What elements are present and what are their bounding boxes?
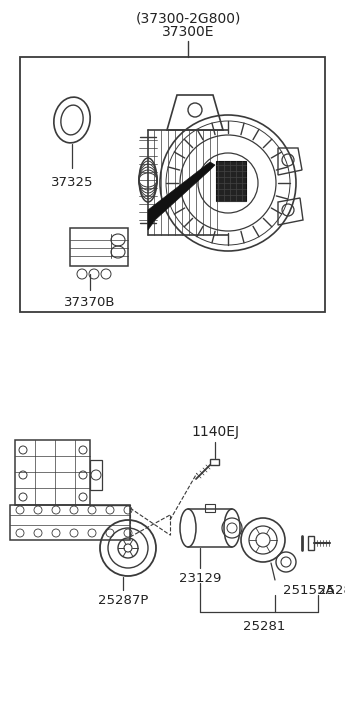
Text: (37300-2G800): (37300-2G800) bbox=[135, 11, 241, 25]
Text: 37370B: 37370B bbox=[64, 295, 116, 308]
Bar bbox=[15, 440, 90, 505]
Text: 37325: 37325 bbox=[51, 175, 93, 188]
Text: 37300E: 37300E bbox=[162, 25, 214, 39]
Text: 25289: 25289 bbox=[318, 584, 345, 596]
Bar bbox=[90, 460, 102, 490]
Polygon shape bbox=[216, 161, 246, 201]
Text: 23129: 23129 bbox=[179, 571, 221, 585]
Text: 25155A: 25155A bbox=[283, 584, 335, 596]
Text: 1140EJ: 1140EJ bbox=[191, 425, 239, 439]
Polygon shape bbox=[148, 162, 215, 230]
Bar bbox=[70, 228, 128, 266]
Bar bbox=[210, 459, 219, 465]
Bar bbox=[10, 505, 130, 540]
Bar bbox=[20, 57, 325, 312]
Bar bbox=[205, 504, 215, 512]
Text: 25287P: 25287P bbox=[98, 593, 148, 606]
Bar bbox=[308, 536, 314, 550]
Text: 25281: 25281 bbox=[243, 619, 285, 632]
